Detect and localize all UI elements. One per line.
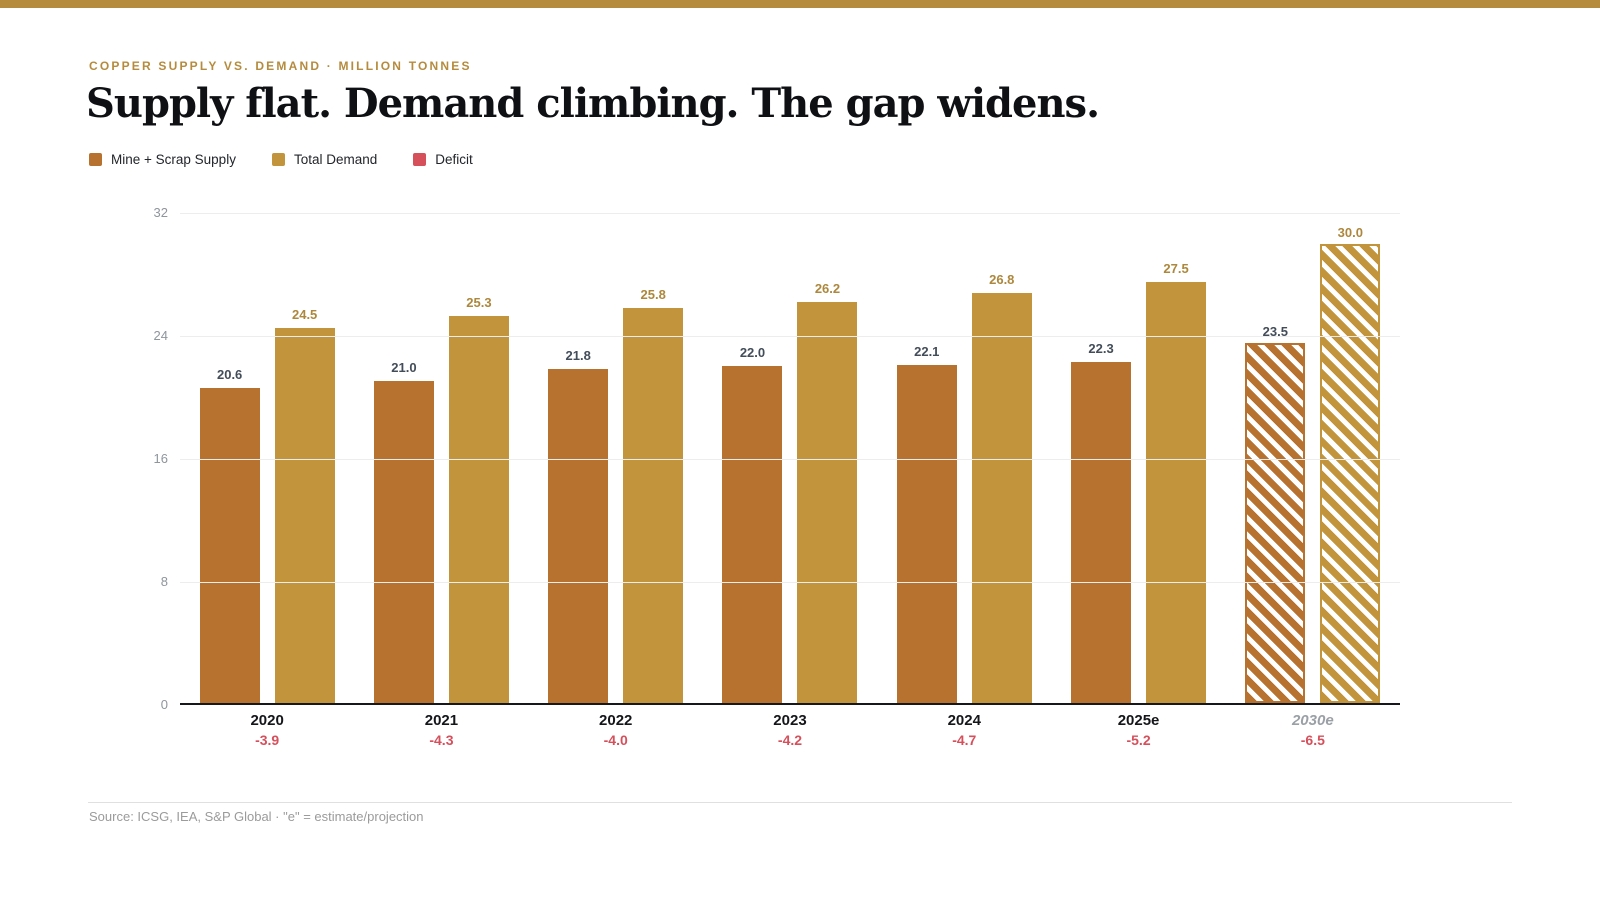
demand-value-label: 26.8 [989,271,1015,287]
demand-value-label: 27.5 [1163,260,1189,276]
supply-value-label: 23.5 [1262,324,1288,340]
bar-group-2021: 21.0 25.3 [373,213,509,703]
deficit-label-2025e: -5.2 [1126,732,1151,748]
deficit-label-2023: -4.2 [777,732,803,748]
supply-bar-2022: 21.8 [548,348,609,703]
x-axis-group-2025e: 2025e -5.2 [1071,712,1206,749]
y-axis-label-24: 24 [153,328,168,343]
gridline-16 [180,459,1400,460]
supply-bar-2024: 22.1 [896,344,957,703]
demand-value-label: 30.0 [1337,224,1363,240]
supply-bar-2025e: 22.3 [1071,341,1132,703]
y-axis-label-8: 8 [160,574,168,589]
supply-value-label: 21.0 [391,360,417,376]
legend-label: Deficit [435,152,473,167]
supply-bar-2023: 22.0 [722,345,783,703]
year-label-2025e: 2025e [1117,712,1160,729]
x-axis-group-2024: 2024 -4.7 [897,712,1032,749]
bar-group-2025e: 22.3 27.5 [1071,213,1207,703]
bar-groups: 20.6 24.5 21.0 25.3 21.8 25.8 22.0 26.2 22.1 26.8… [180,213,1400,703]
deficit-label-2021: -4.3 [429,732,454,748]
legend-label: Mine + Scrap Supply [111,152,236,167]
x-axis-group-2023: 2023 -4.2 [722,712,857,749]
bar-group-2020: 20.6 24.5 [199,213,335,703]
supply-bar-2020: 20.6 [199,367,260,703]
demand-value-label: 25.8 [640,286,666,302]
supply-value-label: 22.3 [1088,340,1114,356]
legend-item: Total Demand [271,152,378,167]
demand-bar-2030e: 30.0 [1320,225,1381,703]
demand-bar-2025e: 27.5 [1146,261,1207,703]
source-note: Source: ICSG, IEA, S&P Global · "e" = es… [89,809,424,824]
demand-value-label: 26.2 [814,280,841,296]
chart-eyebrow: COPPER SUPPLY VS. DEMAND · MILLION TONNE… [89,59,472,73]
chart-title: Supply flat. Demand climbing. The gap wi… [86,80,1100,127]
bar-group-2022: 21.8 25.8 [548,213,684,703]
y-axis-label-0: 0 [160,697,168,712]
legend: Mine + Scrap Supply Total Demand Deficit [89,152,473,167]
gridline-8 [180,582,1400,583]
demand-bar-2022: 25.8 [623,287,684,703]
x-axis-group-2020: 2020 -3.9 [200,712,335,749]
deficit-label-2030e: -6.5 [1300,732,1325,748]
bar-group-2023: 22.0 26.2 [722,213,858,703]
x-axis: 2020 -3.9 2021 -4.3 2022 -4.0 2023 -4.2 2024 -4.7… [180,712,1400,749]
demand-bar-2024: 26.8 [971,272,1032,703]
supply-bar-2021: 21.0 [373,360,434,703]
x-axis-group-2021: 2021 -4.3 [374,712,509,749]
supply-bar-2030e: 23.5 [1245,324,1306,703]
supply-legend-swatch [89,153,102,166]
demand-value-label: 25.3 [466,294,492,310]
year-label-2022: 2022 [599,712,633,729]
legend-item: Deficit [413,152,473,167]
demand-legend-swatch [271,153,285,166]
y-axis-label-32: 32 [153,205,168,220]
footer-divider [88,802,1512,803]
y-axis-label-16: 16 [153,451,168,466]
x-axis-group-2030e: 2030e -6.5 [1245,712,1380,749]
supply-value-label: 22.1 [914,343,940,359]
demand-bar-2021: 25.3 [448,295,509,703]
deficit-label-2022: -4.0 [603,732,628,748]
gridline-24 [180,336,1400,337]
gridline-32 [180,213,1400,214]
supply-value-label: 20.6 [216,366,243,382]
plot-area: 20.6 24.5 21.0 25.3 21.8 25.8 22.0 26.2 22.1 26.8… [154,205,1400,712]
x-axis-group-2022: 2022 -4.0 [548,712,683,749]
bar-group-2024: 22.1 26.8 [896,213,1032,703]
demand-bar-2020: 24.5 [274,307,335,703]
year-label-2030e: 2030e [1291,712,1334,729]
year-label-2024: 2024 [947,712,981,729]
demand-value-label: 24.5 [291,306,318,322]
year-label-2023: 2023 [773,712,807,729]
top-accent-bar [0,0,1600,8]
year-label-2021: 2021 [424,712,459,729]
year-label-2020: 2020 [250,712,284,729]
bar-group-2030e: 23.5 30.0 [1245,213,1381,703]
legend-label: Total Demand [293,152,378,167]
supply-value-label: 21.8 [565,348,591,364]
demand-bar-2023: 26.2 [797,281,858,703]
legend-item: Mine + Scrap Supply [89,152,236,167]
deficit-label-2020: -3.9 [255,732,280,748]
deficit-legend-swatch [413,153,427,166]
supply-value-label: 22.0 [739,345,766,361]
deficit-label-2024: -4.7 [952,732,977,748]
